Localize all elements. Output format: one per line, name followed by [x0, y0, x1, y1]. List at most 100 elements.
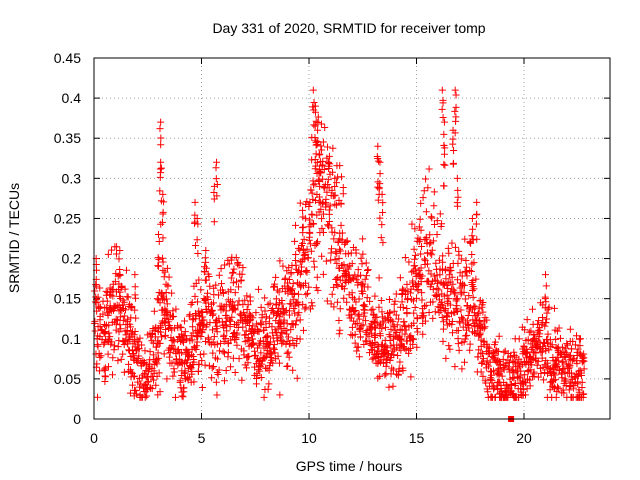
data-point — [419, 330, 427, 338]
data-point — [449, 126, 457, 134]
data-point — [149, 376, 157, 384]
data-point — [212, 281, 220, 289]
data-point — [457, 255, 465, 263]
data-point — [461, 267, 469, 275]
data-point — [165, 316, 173, 324]
data-point — [323, 143, 331, 151]
data-point — [222, 334, 230, 342]
data-point — [542, 319, 550, 327]
data-point — [194, 220, 202, 228]
data-point — [543, 315, 551, 323]
data-point — [445, 249, 453, 257]
data-point — [471, 303, 479, 311]
data-point — [475, 332, 483, 340]
data-point — [400, 344, 408, 352]
data-point — [311, 108, 319, 116]
data-point — [189, 323, 197, 331]
data-point — [566, 325, 574, 333]
data-point — [275, 288, 283, 296]
data-point — [174, 345, 182, 353]
data-point — [197, 332, 205, 340]
data-point — [317, 169, 325, 177]
data-point — [281, 274, 289, 282]
data-point — [459, 323, 467, 331]
data-point — [178, 358, 186, 366]
data-point — [319, 270, 327, 278]
data-point — [157, 141, 165, 149]
data-point — [527, 327, 535, 335]
data-point — [552, 393, 560, 401]
data-point — [224, 340, 232, 348]
data-point — [283, 349, 291, 357]
data-point — [152, 381, 160, 389]
data-point — [399, 303, 407, 311]
data-point — [337, 221, 345, 229]
data-point — [433, 291, 441, 299]
data-point — [448, 239, 456, 247]
data-point — [218, 318, 226, 326]
data-point — [285, 311, 293, 319]
data-point — [408, 334, 416, 342]
data-point — [179, 333, 187, 341]
data-point — [314, 118, 322, 126]
data-point — [116, 313, 124, 321]
data-point — [276, 319, 284, 327]
data-point — [231, 369, 239, 377]
data-point — [388, 364, 396, 372]
data-point — [133, 390, 141, 398]
data-point — [409, 340, 417, 348]
data-point — [243, 292, 251, 300]
data-point — [220, 377, 228, 385]
data-point — [110, 346, 118, 354]
data-point — [141, 347, 149, 355]
data-point — [442, 265, 450, 273]
data-point — [562, 377, 570, 385]
data-point — [379, 239, 387, 247]
data-point — [509, 389, 517, 397]
data-point — [191, 198, 199, 206]
data-point — [484, 388, 492, 396]
data-point — [210, 189, 218, 197]
data-point — [140, 370, 148, 378]
data-point — [319, 228, 327, 236]
data-point — [105, 329, 113, 337]
data-point — [336, 305, 344, 313]
data-point — [545, 303, 553, 311]
data-point — [484, 343, 492, 351]
data-point — [186, 311, 194, 319]
data-point — [418, 272, 426, 280]
data-point — [191, 292, 199, 300]
data-point — [428, 246, 436, 254]
data-point — [245, 353, 253, 361]
data-point — [234, 301, 242, 309]
data-point — [272, 273, 280, 281]
data-point — [198, 384, 206, 392]
data-point — [276, 391, 284, 399]
data-point — [108, 371, 116, 379]
data-point — [227, 363, 235, 371]
data-point — [155, 255, 163, 263]
data-point — [389, 382, 397, 390]
data-point — [378, 325, 386, 333]
data-point — [159, 258, 167, 266]
data-point — [473, 211, 481, 219]
data-point — [242, 319, 250, 327]
data-point — [569, 337, 577, 345]
data-point — [413, 315, 421, 323]
data-point — [326, 160, 334, 168]
data-point — [283, 267, 291, 275]
data-point — [417, 250, 425, 258]
data-point — [217, 265, 225, 273]
data-point — [322, 257, 330, 265]
data-point — [351, 339, 359, 347]
data-point — [104, 350, 112, 358]
data-point — [306, 228, 314, 236]
data-point — [545, 346, 553, 354]
data-point — [377, 296, 385, 304]
data-point — [222, 321, 230, 329]
data-point — [470, 302, 478, 310]
data-point — [190, 378, 198, 386]
data-point — [114, 343, 122, 351]
data-point — [378, 190, 386, 198]
data-point — [333, 201, 341, 209]
